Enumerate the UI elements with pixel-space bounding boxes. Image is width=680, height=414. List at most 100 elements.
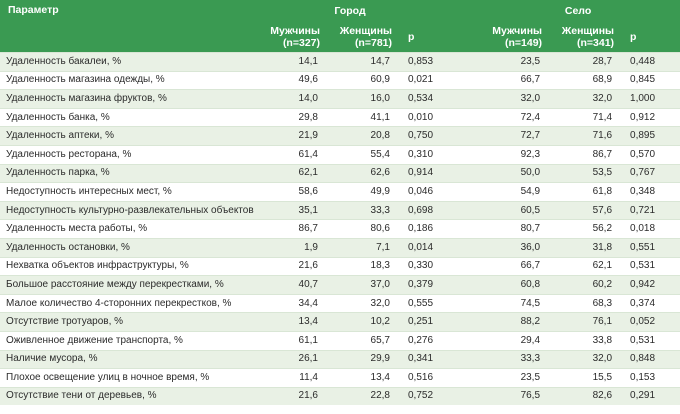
city-men-value: 13,4 <box>254 312 326 332</box>
village-men-value: 76,5 <box>476 386 549 406</box>
village-men-value: 23,5 <box>476 52 549 72</box>
city-p-value: 0,555 <box>398 293 447 313</box>
city-men-value: 14,1 <box>254 52 326 72</box>
city-men-value: 11,4 <box>254 368 326 388</box>
row-label: Отсутствие тротуаров, % <box>0 312 254 332</box>
village-men-value: 33,3 <box>476 349 549 369</box>
village-women-value: 82,6 <box>548 386 621 406</box>
row-gap <box>446 52 477 72</box>
village-women-value: 32,0 <box>548 89 621 109</box>
city-p-value: 0,014 <box>398 237 447 258</box>
village-women-label: Женщины <box>561 25 615 37</box>
village-men-value: 32,0 <box>476 89 549 109</box>
row-gap <box>446 144 477 165</box>
row-gap <box>446 256 477 276</box>
table-row: Удаленность бакалеи, % 14,1 14,7 0,853 23,5 2… <box>0 52 680 72</box>
city-men-count: (n=327) <box>282 37 320 49</box>
row-gap <box>446 312 477 332</box>
city-women-value: 62,6 <box>326 163 398 183</box>
village-men-value: 80,7 <box>476 219 549 239</box>
city-p-value: 0,341 <box>398 349 447 369</box>
row-label: Удаленность остановки, % <box>0 237 254 258</box>
row-label: Удаленность ресторана, % <box>0 144 254 165</box>
city-men-value: 58,6 <box>254 182 326 202</box>
row-label: Недоступность интересных мест, % <box>0 182 254 202</box>
table-row: Отсутствие тени от деревьев, % 21,6 22,8 0,… <box>0 386 680 406</box>
table-row: Удаленность парка, % 62,1 62,6 0,914 50,0 53,… <box>0 163 680 183</box>
row-label: Малое количество 4-сторонних перекрестко… <box>0 293 254 313</box>
city-p-value: 0,516 <box>398 368 447 388</box>
village-women-value: 61,8 <box>548 182 621 202</box>
row-gap <box>446 70 477 90</box>
city-p-value: 0,914 <box>398 163 447 183</box>
row-gap <box>446 200 477 220</box>
city-women-value: 7,1 <box>326 237 398 258</box>
city-p-value: 0,752 <box>398 386 447 406</box>
village-p-value: 0,767 <box>620 163 680 183</box>
city-women-value: 10,2 <box>326 312 398 332</box>
city-p-value: 0,251 <box>398 312 447 332</box>
village-p-value: 0,912 <box>620 107 680 127</box>
row-label: Удаленность аптеки, % <box>0 126 254 146</box>
village-men-value: 60,8 <box>476 275 549 295</box>
village-women-value: 31,8 <box>548 237 621 258</box>
table-row: Плохое освещение улиц в ночное время, % 1… <box>0 368 680 388</box>
param-column-header: Параметр <box>0 0 254 53</box>
city-women-value: 22,8 <box>326 386 398 406</box>
row-label: Удаленность бакалеи, % <box>0 52 254 72</box>
row-label: Удаленность банка, % <box>0 107 254 127</box>
city-men-value: 61,4 <box>254 144 326 165</box>
city-men-value: 34,4 <box>254 293 326 313</box>
table-header: Параметр Город Село Мужчины (n=327) Женщ… <box>0 0 680 53</box>
row-gap <box>446 182 477 202</box>
village-p-value: 0,895 <box>620 126 680 146</box>
village-women-value: 71,6 <box>548 126 621 146</box>
village-p-value: 0,153 <box>620 368 680 388</box>
city-group-header: Город <box>254 0 447 22</box>
header-gap-2 <box>446 22 477 53</box>
city-men-value: 61,1 <box>254 330 326 350</box>
table-row: Удаленность банка, % 29,8 41,1 0,010 72,4 71,… <box>0 107 680 127</box>
city-men-value: 40,7 <box>254 275 326 295</box>
village-women-value: 76,1 <box>548 312 621 332</box>
village-group-header: Село <box>476 0 680 22</box>
village-men-count: (n=149) <box>504 37 543 49</box>
row-label: Нехватка объектов инфраструктуры, % <box>0 256 254 276</box>
village-p-value: 0,018 <box>620 219 680 239</box>
city-p-value: 0,046 <box>398 182 447 202</box>
city-men-value: 86,7 <box>254 219 326 239</box>
table-row: Удаленность ресторана, % 61,4 55,4 0,310 92,… <box>0 144 680 165</box>
row-label: Удаленность магазина фруктов, % <box>0 89 254 109</box>
village-women-value: 68,3 <box>548 293 621 313</box>
village-p-value: 1,000 <box>620 89 680 109</box>
city-p-value: 0,379 <box>398 275 447 295</box>
village-men-value: 66,7 <box>476 70 549 90</box>
village-men-value: 36,0 <box>476 237 549 258</box>
city-men-value: 26,1 <box>254 349 326 369</box>
city-women-value: 49,9 <box>326 182 398 202</box>
row-gap <box>446 293 477 313</box>
row-gap <box>446 386 477 406</box>
village-women-value: 68,9 <box>548 70 621 90</box>
row-label: Большое расстояние между перекрестками, … <box>0 275 254 295</box>
table-row: Удаленность места работы, % 86,7 80,6 0,186… <box>0 219 680 239</box>
village-p-value: 0,551 <box>620 237 680 258</box>
row-gap <box>446 163 477 183</box>
row-gap <box>446 237 477 258</box>
village-men-label: Мужчины <box>492 25 543 37</box>
city-women-header: Женщины (n=781) <box>326 22 398 53</box>
table-row: Наличие мусора, % 26,1 29,9 0,341 33,3 32,0 0,… <box>0 349 680 369</box>
village-p-value: 0,845 <box>620 70 680 90</box>
city-p-value: 0,750 <box>398 126 447 146</box>
village-women-value: 86,7 <box>548 144 621 165</box>
city-men-value: 21,6 <box>254 386 326 406</box>
city-women-value: 37,0 <box>326 275 398 295</box>
table-row: Удаленность магазина фруктов, % 14,0 16,0 0… <box>0 89 680 109</box>
city-men-label: Мужчины <box>270 25 320 37</box>
city-women-value: 33,3 <box>326 200 398 220</box>
village-women-header: Женщины (n=341) <box>548 22 621 53</box>
city-men-value: 62,1 <box>254 163 326 183</box>
village-men-value: 88,2 <box>476 312 549 332</box>
city-women-value: 16,0 <box>326 89 398 109</box>
city-men-value: 1,9 <box>254 237 326 258</box>
